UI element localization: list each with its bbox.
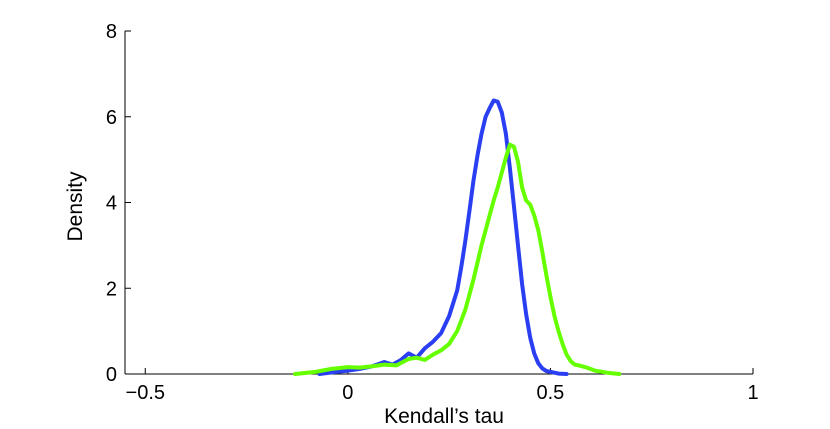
y-axis-ticks: 0 2 4 6 8 (106, 21, 131, 386)
series-group (293, 98, 622, 376)
x-tick-label: −0.5 (126, 382, 165, 404)
x-tick-label: 0.5 (537, 382, 565, 404)
x-axis-label: Kendall’s tau (384, 405, 504, 428)
y-tick-label: 0 (106, 364, 117, 386)
y-tick-label: 6 (106, 107, 117, 129)
x-tick-label: 1 (747, 382, 758, 404)
density-series-line-1 (317, 98, 569, 376)
y-tick-label: 4 (106, 193, 117, 215)
plot-area: −0.5 0 0.5 1 0 2 4 6 8 (106, 21, 759, 404)
density-series-line-2 (293, 142, 622, 376)
y-tick-label: 8 (106, 21, 117, 43)
x-tick-label: 0 (342, 382, 353, 404)
x-axis-ticks: −0.5 0 0.5 1 (126, 368, 759, 404)
y-axis-label: Density (64, 171, 87, 242)
y-tick-label: 2 (106, 278, 117, 300)
